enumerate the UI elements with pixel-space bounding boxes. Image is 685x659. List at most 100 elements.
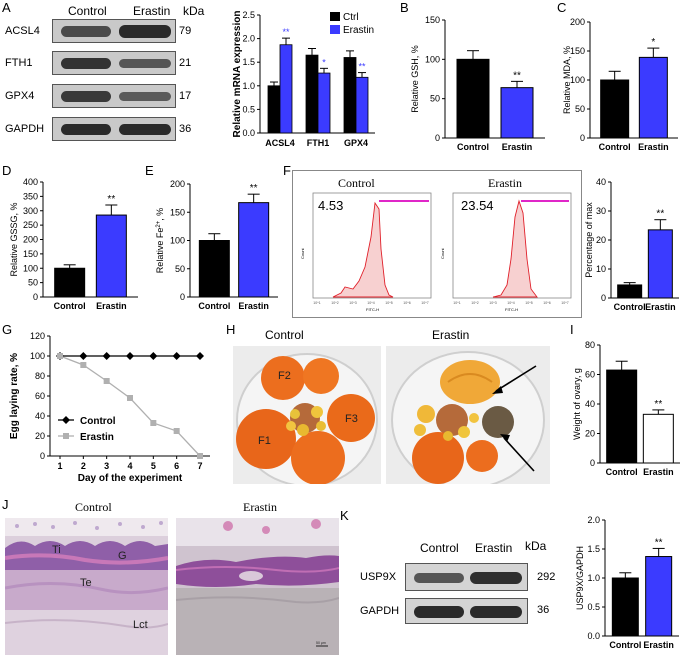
legend-marker [62,416,70,424]
y-tick-label: 50 [28,278,38,288]
significance-mark: ** [358,62,366,72]
y-tick-label: 350 [23,191,38,201]
y-tick-label: 40 [35,411,45,421]
blot-a-strip [52,51,176,75]
x-tick-label: 4 [127,461,132,471]
y-axis-label: Relative Fe2+, % [155,208,165,273]
x-tick-label: Control [54,301,86,311]
bar-control [600,79,630,139]
y-tick-label: 1.0 [587,573,600,583]
data-point-control [172,352,181,360]
blot-k-kda: 36 [537,604,550,616]
band [470,606,522,618]
significance-mark: ** [656,209,664,220]
chart-d-gssg: 0 50 100 150 200 250 300 350 400 Control Erastin **… [9,177,138,311]
panel-label-e: E [145,163,154,178]
histology-label-lct: Lct [133,619,148,631]
flow-histograms: Count FITC-H Count FITC-H 10^1 10^2 10^3 10… [300,192,572,312]
legend-label-erastin: Erastin [343,25,374,36]
y-axis-label: Weight of ovary, g [572,368,582,440]
significance-mark: ** [654,399,662,410]
blot-a-unit: kDa [183,4,205,18]
x-tick-label: Erastin [638,142,669,152]
bar-erastin [642,413,674,464]
blot-a-row-label: GPX4 [5,90,35,102]
blot-a-row-label: FTH1 [5,57,33,69]
histology-erastin: 50 μm [176,518,339,655]
x-tick-label: ACSL4 [265,138,295,148]
y-tick-label: 0 [601,293,606,303]
flow-tick-label: 10^2 [471,301,479,305]
flow-tick-label: 10^6 [403,301,411,305]
y-tick-label: 0.0 [587,631,600,641]
y-tick-label: 200 [170,179,185,189]
significance-mark: * [322,57,326,67]
panel-label-d: D [2,163,12,178]
data-point-control [126,352,134,360]
x-tick-label: Control [457,142,489,152]
y-axis-label: Egg laying rate, % [9,353,20,439]
x-tick-label: Erastin [96,301,127,311]
x-axis-label: Day of the experiment [78,473,183,484]
y-tick-label: 120 [30,331,45,341]
follicle-label-f1: F1 [258,435,271,447]
y-axis-label: Percentage of max [585,202,594,278]
y-tick-label: 0 [180,292,185,302]
chart-g-egg-laying: 0 20 40 60 80 100 120 1 2 3 4 5 6 7 Day of the experim… [9,331,210,484]
y-axis-label: Relative GSSG, % [9,202,19,276]
panel-label-b: B [400,0,409,15]
data-point-erastin [173,428,180,434]
x-tick-label: 6 [174,461,179,471]
data-point-erastin [103,378,110,384]
chart-k-usp9x: 0.0 0.5 1.0 1.5 2.0 Control Erastin ** USP9X/GAP… [575,515,679,650]
band [414,573,464,583]
bar-ctrl-fth1 [305,54,319,134]
band [119,59,171,68]
y-tick-label: 150 [570,46,585,56]
histology-label-g: G [118,550,127,562]
x-tick-label: Erastin [643,467,674,477]
y-tick-label: 50 [575,104,585,114]
x-tick-label: Control [606,467,638,477]
bar-erastin-fth1 [317,72,331,134]
photo-h-control: F2 F3 F1 [233,346,381,493]
y-axis-label: Relative MDA, % [562,46,572,114]
y-tick-label: 100 [570,75,585,85]
histology-label-ti: Ti [52,544,61,556]
bar-control [611,577,639,637]
y-tick-label: 1.5 [587,544,600,554]
bar-erastin [500,87,534,139]
y-tick-label: 250 [23,220,38,230]
x-tick-label: Control [614,302,646,312]
y-tick-label: 150 [425,15,440,25]
y-tick-label: 200 [23,235,38,245]
bar-erastin [238,202,270,298]
flow-ylabel: Count [300,247,305,259]
data-point-erastin [127,395,133,401]
flow-tick-label: 10^2 [331,301,339,305]
y-tick-label: 60 [585,370,595,380]
histology-erastin-drawing: 50 μm [176,518,339,655]
blot-k-unit: kDa [525,539,547,553]
x-tick-label: 1 [57,461,62,471]
photo-h-title-control: Control [265,328,304,342]
y-tick-label: 1.5 [242,57,255,67]
blot-a-strip [52,84,176,108]
histology-title-erastin: Erastin [243,500,277,514]
blot-k-strip [405,563,528,591]
y-tick-label: 0 [33,292,38,302]
chart-f-percentage: 0 10 20 30 40 Control Erastin ** Percentage of m… [585,177,679,312]
y-tick-label: 50 [175,264,185,274]
panel-label-a: A [2,0,11,15]
y-tick-label: 2.0 [242,34,255,44]
flow-tick-label: 10^3 [349,301,357,305]
y-tick-label: 40 [596,177,606,187]
y-tick-label: 20 [596,235,606,245]
blot-k-header-control: Control [420,541,459,555]
y-tick-label: 150 [170,207,185,217]
y-tick-label: 100 [425,54,440,64]
y-tick-label: 2.0 [587,515,600,525]
blot-a-kda: 17 [179,90,192,102]
flow-histogram-control: Count FITC-H [300,192,432,312]
flow-tick-label: 10^7 [561,301,569,305]
